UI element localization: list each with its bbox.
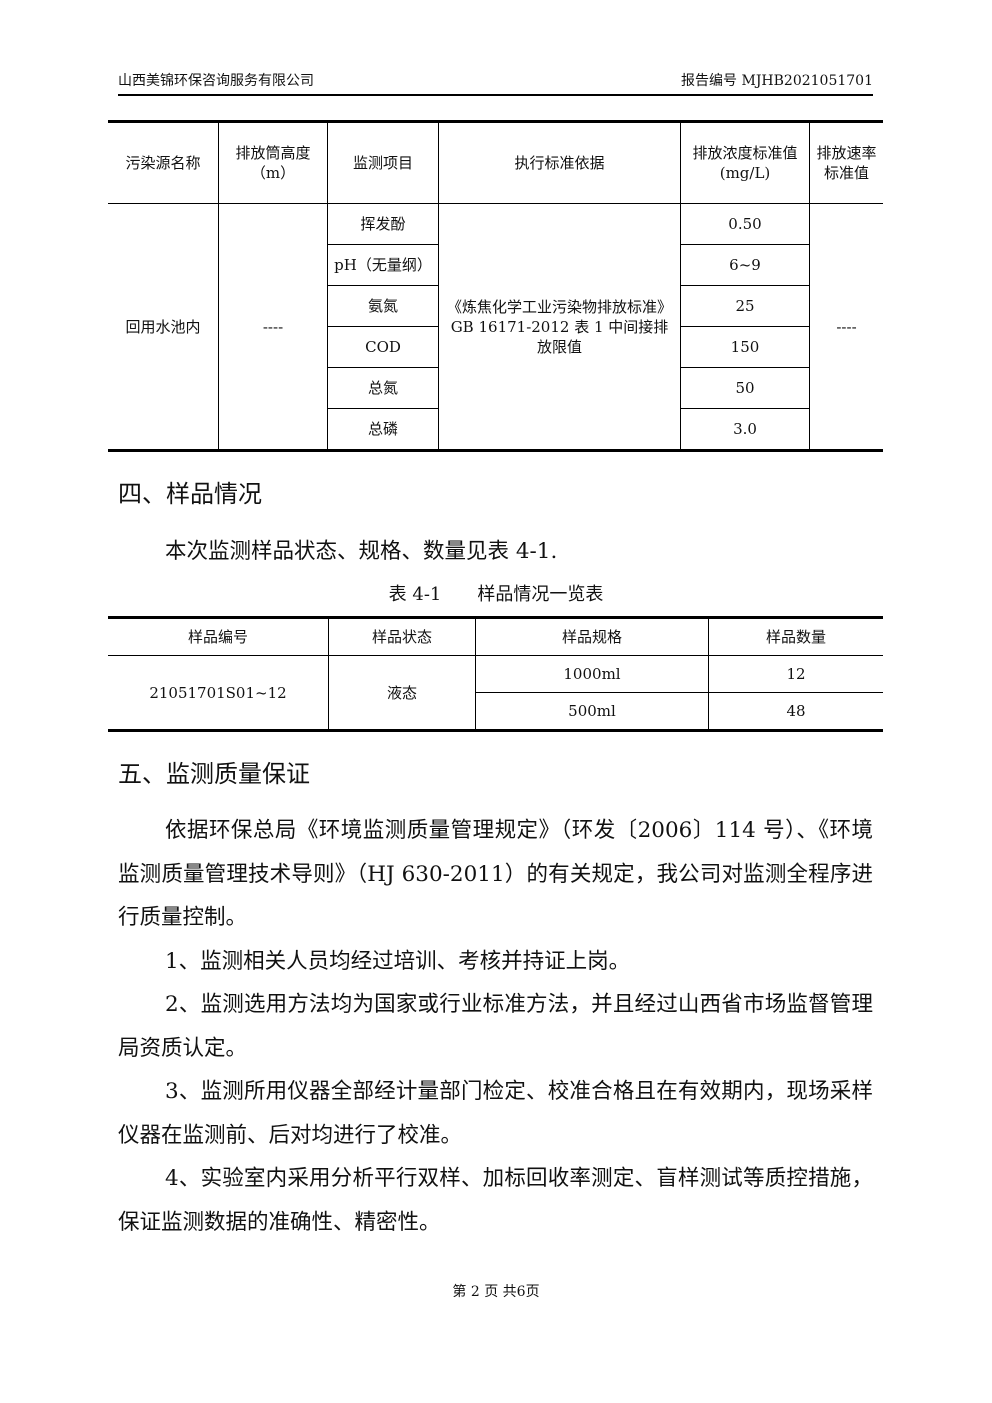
section-5-body: 依据环保总局《环境监测质量管理规定》（环发〔2006〕114 号）、《环境监测质…	[0, 809, 873, 1244]
paragraph: 4、实验室内采用分析平行双样、加标回收率测定、盲样测试等质控措施，保证监测数据的…	[118, 1166, 873, 1235]
standard-cell: 《炼焦化学工业污染物排放标准》GB 16171-2012 表 1 中间接排放限值	[438, 203, 681, 451]
value-cell: 150	[680, 326, 810, 368]
header-rule	[118, 94, 873, 96]
table-caption: 表 4-1 样品情况一览表	[388, 584, 604, 605]
item-cell: COD	[327, 326, 439, 368]
item-cell: pH（无量纲）	[327, 244, 439, 286]
value-cell: 3.0	[680, 408, 810, 451]
paragraph: 依据环保总局《环境监测质量管理规定》（环发〔2006〕114 号）、《环境监测质…	[118, 818, 873, 930]
section-5-title: 五、监测质量保证	[118, 760, 310, 788]
col-header: 排放速率标准值	[809, 121, 883, 204]
section-4-intro: 本次监测样品状态、规格、数量见表 4-1.	[165, 539, 558, 564]
col-header: 样品编号	[108, 617, 329, 656]
col-header: 执行标准依据	[438, 121, 681, 204]
col-header: 监测项目	[327, 121, 439, 204]
standards-table: 污染源名称 排放筒高度（m） 监测项目 执行标准依据 排放浓度标准值(mg/L)…	[108, 120, 883, 452]
value-cell: 50	[680, 367, 810, 409]
sample-spec: 1000ml	[475, 655, 709, 693]
source-cell: 回用水池内	[108, 203, 219, 451]
col-header: 样品规格	[475, 617, 709, 656]
sample-qty: 12	[708, 655, 883, 693]
company-name: 山西美锦环保咨询服务有限公司	[118, 73, 314, 89]
report-number: 报告编号 MJHB2021051701	[681, 73, 873, 89]
height-cell: ----	[218, 203, 328, 451]
col-header: 污染源名称	[108, 121, 219, 204]
item-cell: 氨氮	[327, 285, 439, 327]
col-header: 样品数量	[708, 617, 883, 656]
page-footer: 第 2 页 共6页	[452, 1284, 540, 1300]
paragraph: 2、监测选用方法均为国家或行业标准方法，并且经过山西省市场监督管理局资质认定。	[118, 992, 873, 1061]
samples-table: 样品编号 样品状态 样品规格 样品数量 21051701S01~12 液态 10…	[108, 616, 883, 732]
rate-cell: ----	[809, 203, 883, 451]
value-cell: 25	[680, 285, 810, 327]
section-4-title: 四、样品情况	[118, 480, 262, 508]
value-cell: 6~9	[680, 244, 810, 286]
sample-qty: 48	[708, 692, 883, 731]
paragraph: 1、监测相关人员均经过培训、考核并持证上岗。	[165, 948, 631, 974]
value-cell: 0.50	[680, 203, 810, 245]
col-header: 样品状态	[328, 617, 476, 656]
item-cell: 挥发酚	[327, 203, 439, 245]
item-cell: 总氮	[327, 367, 439, 409]
sample-spec: 500ml	[475, 692, 709, 731]
sample-state: 液态	[328, 655, 476, 731]
paragraph: 3、监测所用仪器全部经计量部门检定、校准合格且在有效期内，现场采样仪器在监测前、…	[118, 1079, 873, 1148]
sample-id: 21051701S01~12	[108, 655, 329, 731]
item-cell: 总磷	[327, 408, 439, 451]
col-header: 排放浓度标准值(mg/L)	[680, 121, 810, 204]
col-header: 排放筒高度（m）	[218, 121, 328, 204]
